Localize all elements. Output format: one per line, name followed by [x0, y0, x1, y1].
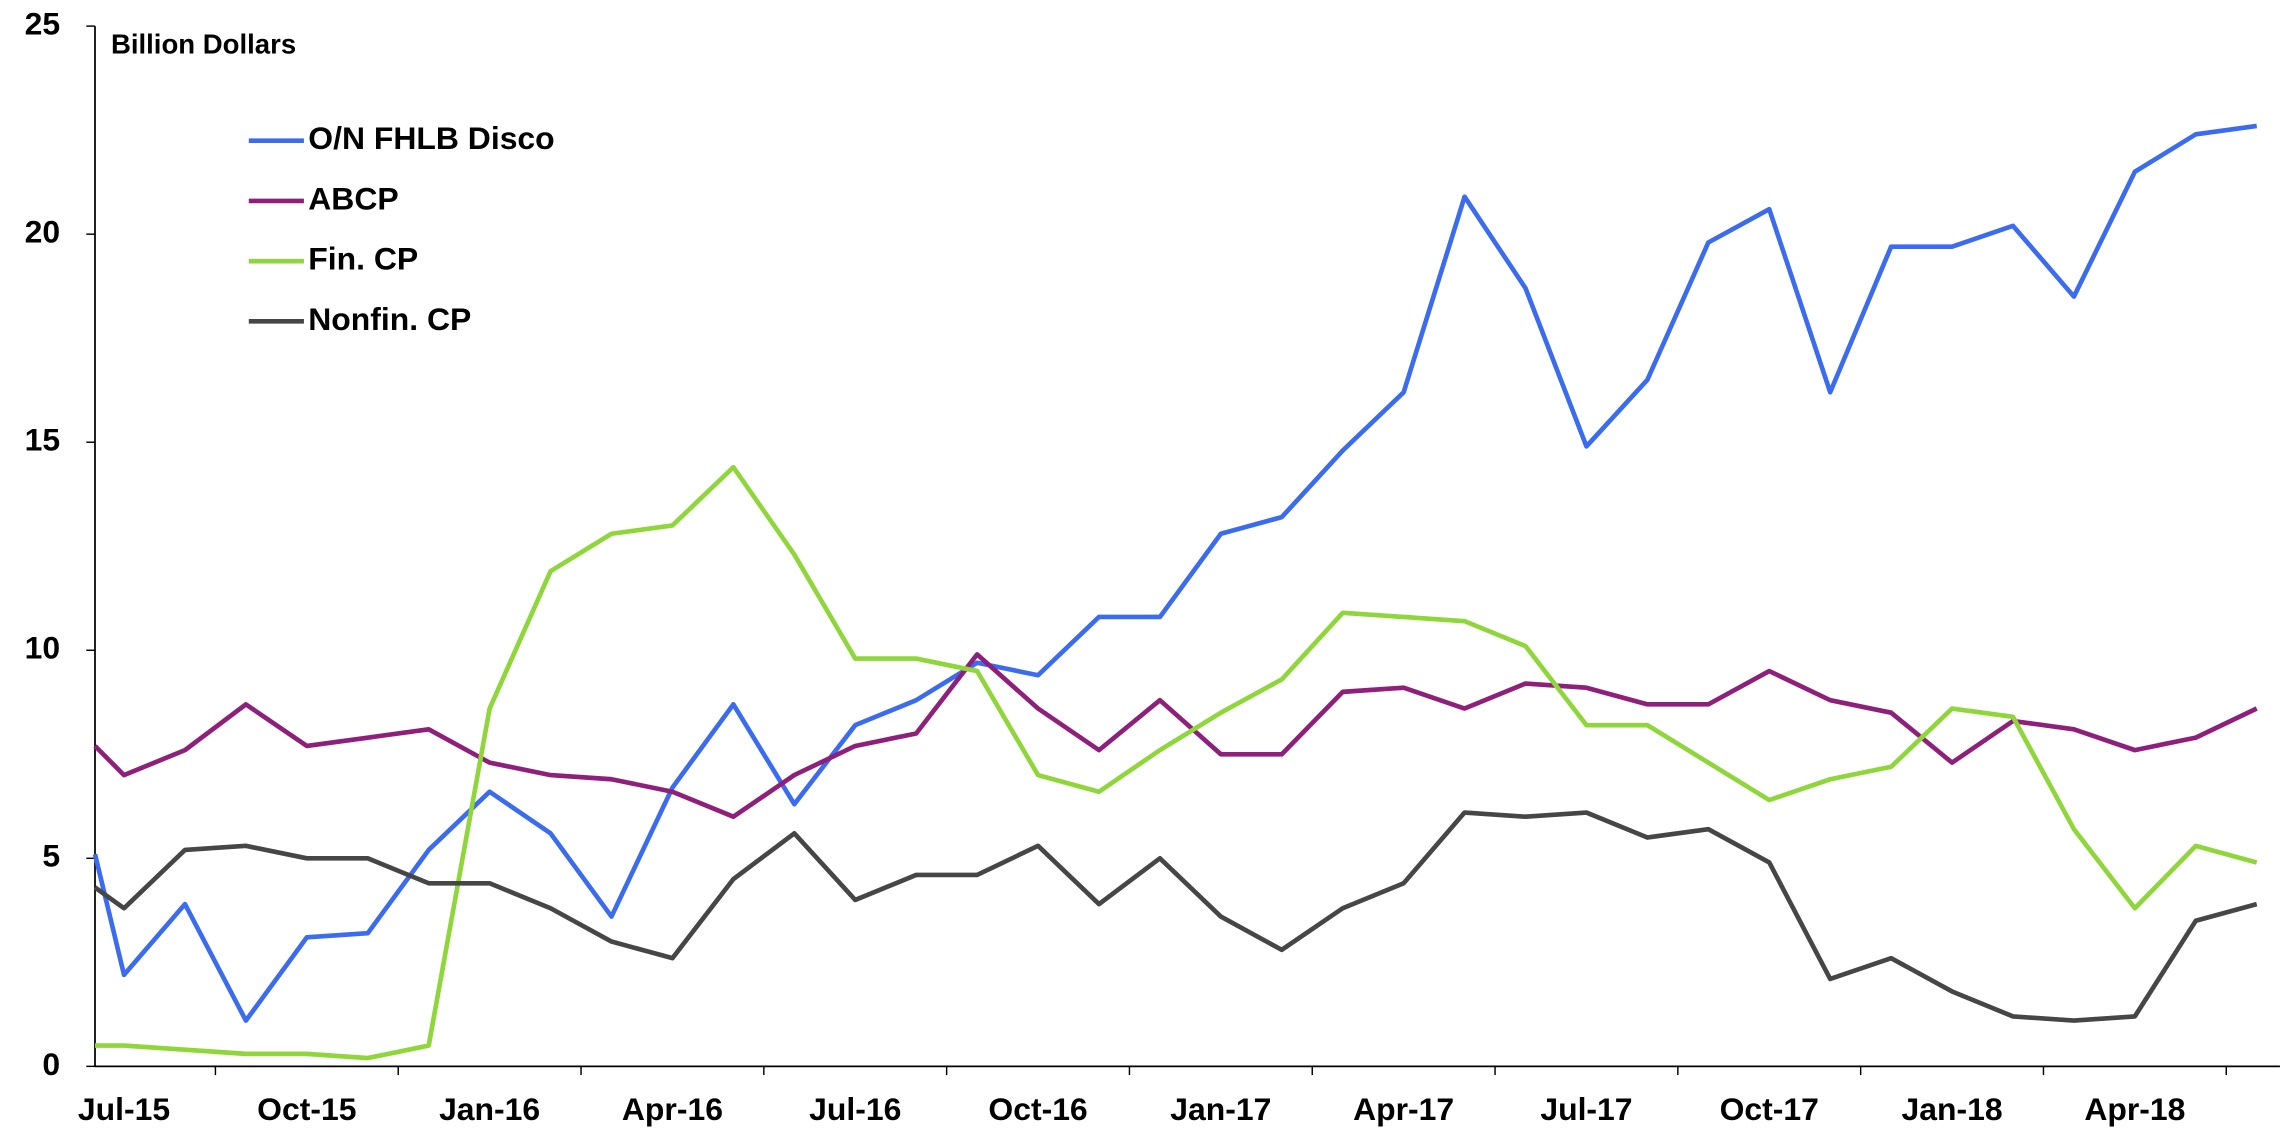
y-tick-label: 25 — [25, 6, 61, 42]
series-line — [93, 810, 2258, 1023]
x-tick-label: Apr-17 — [1353, 1091, 1454, 1127]
x-tick-label: Jul-16 — [809, 1091, 901, 1127]
x-tick-label: Jan-18 — [1902, 1091, 2003, 1127]
legend-label: O/N FHLB Disco — [308, 120, 554, 156]
series-line — [92, 123, 2258, 1023]
y-tick-label: 15 — [25, 422, 61, 458]
series-line — [93, 652, 2258, 820]
x-tick-label: Jan-17 — [1170, 1091, 1271, 1127]
unit-annotation: Billion Dollars — [111, 29, 296, 60]
x-tick-label: Jul-15 — [78, 1091, 170, 1127]
series-line — [95, 464, 2258, 1061]
x-tick-label: Jul-17 — [1540, 1091, 1632, 1127]
y-tick-label: 10 — [25, 630, 61, 666]
y-tick-label: 20 — [25, 214, 61, 250]
legend-label: Nonfin. CP — [308, 301, 471, 337]
x-tick-label: Oct-15 — [257, 1091, 356, 1127]
x-tick-label: Jan-16 — [439, 1091, 540, 1127]
x-tick-label: Oct-17 — [1720, 1091, 1819, 1127]
legend-label: ABCP — [308, 180, 398, 216]
x-tick-label: Apr-16 — [622, 1091, 723, 1127]
x-tick-label: Oct-16 — [988, 1091, 1087, 1127]
legend-label: Fin. CP — [308, 241, 418, 277]
y-tick-label: 0 — [42, 1046, 60, 1082]
x-tick-label: Apr-18 — [2084, 1091, 2185, 1127]
y-tick-label: 5 — [42, 838, 60, 874]
